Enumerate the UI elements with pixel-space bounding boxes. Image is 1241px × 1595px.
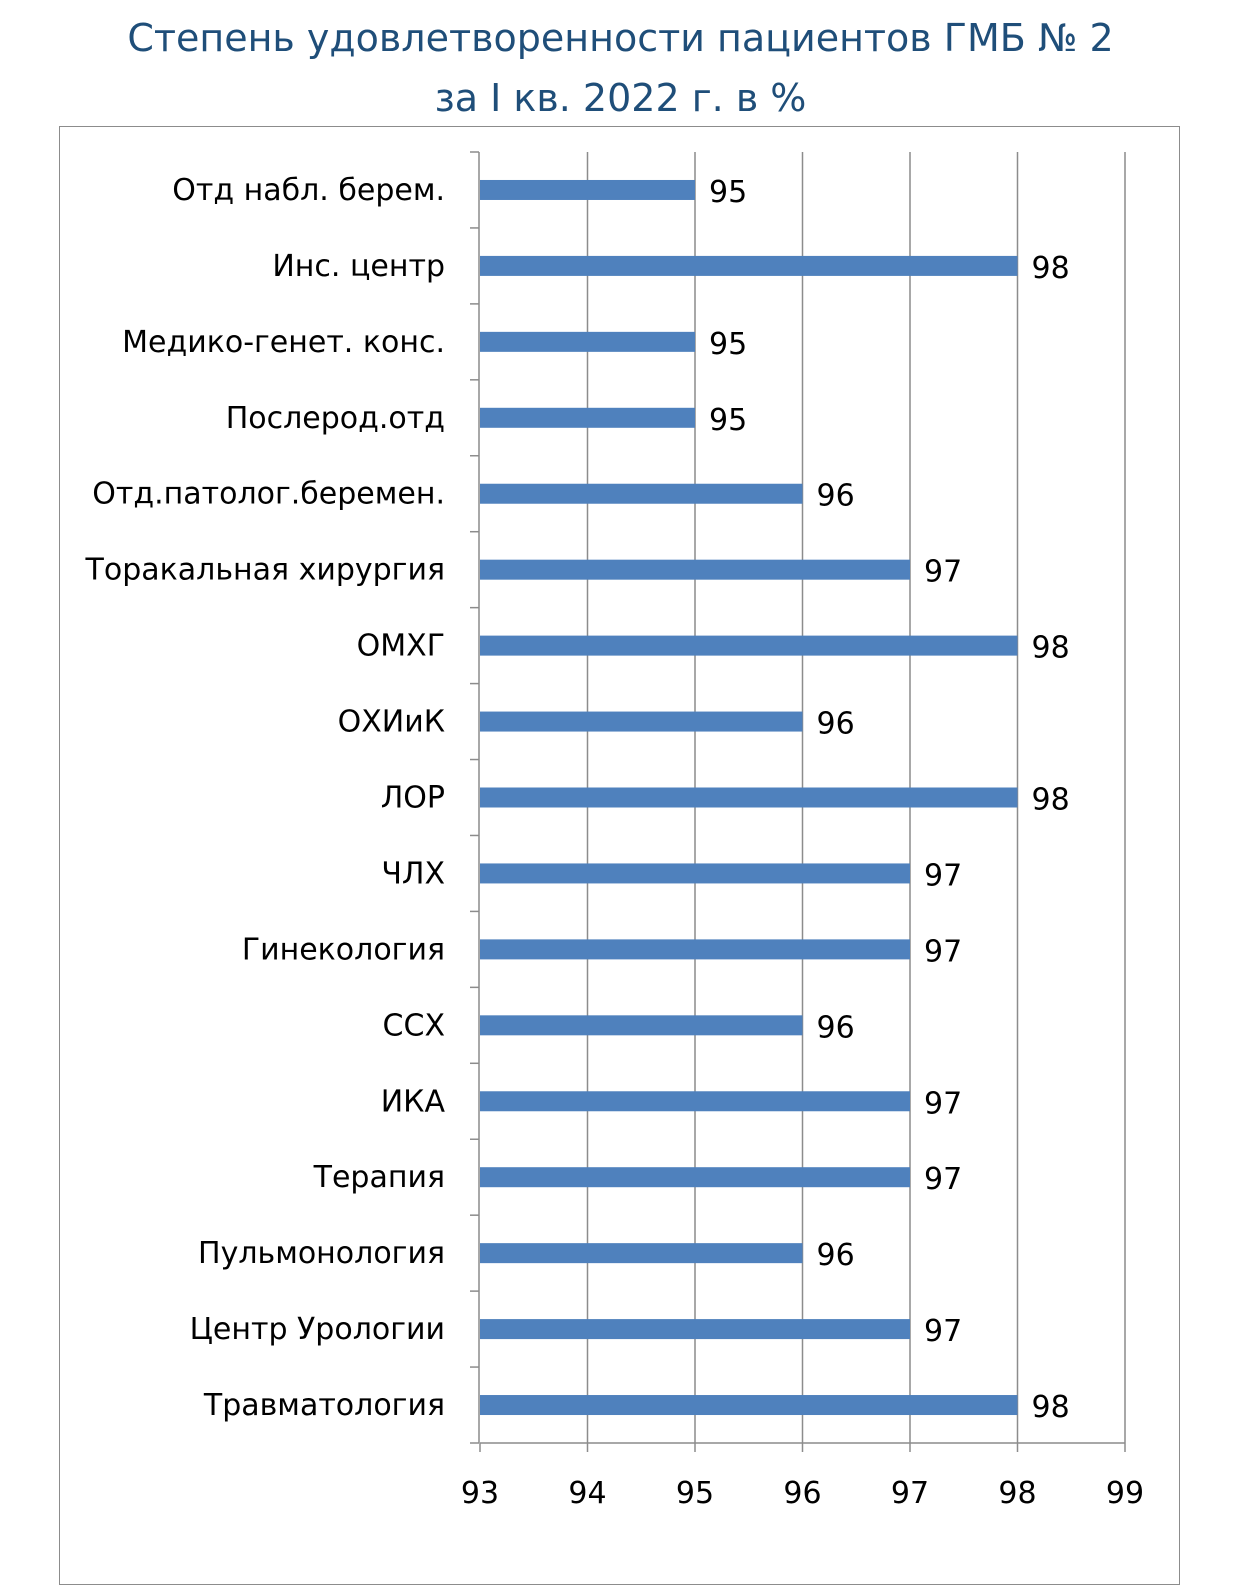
- bar: [480, 255, 1018, 276]
- bar: [480, 483, 803, 504]
- chart-title: Степень удовлетворенности пациентов ГМБ …: [0, 8, 1241, 128]
- x-tick-label: 95: [676, 1476, 714, 1511]
- category-label: ОМХГ: [357, 629, 445, 664]
- category-label: Послерод.отд: [226, 401, 445, 436]
- bar: [480, 711, 803, 732]
- bar: [480, 939, 910, 960]
- data-label: 98: [1032, 631, 1070, 666]
- bar: [480, 863, 910, 884]
- data-label: 97: [924, 1162, 962, 1197]
- data-label: 96: [817, 707, 855, 742]
- category-label: Инс. центр: [272, 249, 445, 284]
- bar: [480, 1015, 803, 1036]
- bar: [480, 1243, 803, 1264]
- data-label: 96: [817, 1010, 855, 1045]
- category-label: Терапия: [313, 1160, 445, 1195]
- category-label: Гинекология: [242, 932, 445, 967]
- bar: [480, 179, 695, 200]
- chart-title-line-2: за I кв. 2022 г. в %: [434, 76, 807, 120]
- data-label: 95: [709, 403, 747, 438]
- chart-area: [59, 126, 1180, 1585]
- category-label: ОХИиК: [338, 705, 445, 740]
- category-label: Медико-генет. конс.: [122, 325, 445, 360]
- bar: [480, 1395, 1018, 1416]
- data-label: 97: [924, 555, 962, 590]
- bar: [480, 787, 1018, 808]
- data-label: 95: [709, 175, 747, 210]
- x-tick-label: 98: [998, 1476, 1036, 1511]
- x-tick-label: 96: [783, 1476, 821, 1511]
- category-label: ИКА: [381, 1084, 446, 1119]
- bar: [480, 331, 695, 352]
- data-label: 96: [817, 1238, 855, 1273]
- bar: [480, 1319, 910, 1340]
- chart-title-line-1: Степень удовлетворенности пациентов ГМБ …: [127, 16, 1114, 60]
- category-label: Отд.патолог.беремен.: [92, 477, 445, 512]
- bar: [480, 635, 1018, 656]
- data-label: 95: [709, 327, 747, 362]
- data-label: 98: [1032, 783, 1070, 818]
- category-label: Торакальная хирургия: [85, 553, 445, 588]
- category-label: ЧЛХ: [381, 856, 445, 891]
- x-tick-label: 93: [461, 1476, 499, 1511]
- bar: [480, 559, 910, 580]
- category-label: Пульмонология: [198, 1236, 445, 1271]
- data-label: 97: [924, 1314, 962, 1349]
- bar: [480, 1167, 910, 1188]
- data-label: 98: [1032, 251, 1070, 286]
- category-label: Отд набл. берем.: [172, 173, 445, 208]
- category-label: ЛОР: [381, 781, 445, 816]
- data-label: 96: [817, 479, 855, 514]
- data-label: 98: [1032, 1390, 1070, 1425]
- bar: [480, 1091, 910, 1112]
- data-label: 97: [924, 1086, 962, 1121]
- x-tick-label: 94: [568, 1476, 606, 1511]
- data-label: 97: [924, 858, 962, 893]
- bar: [480, 407, 695, 428]
- x-tick-label: 97: [891, 1476, 929, 1511]
- category-label: Центр Урологии: [190, 1312, 445, 1347]
- category-label: ССХ: [383, 1008, 445, 1043]
- data-label: 97: [924, 934, 962, 969]
- x-tick-label: 99: [1106, 1476, 1144, 1511]
- category-label: Травматология: [203, 1388, 445, 1423]
